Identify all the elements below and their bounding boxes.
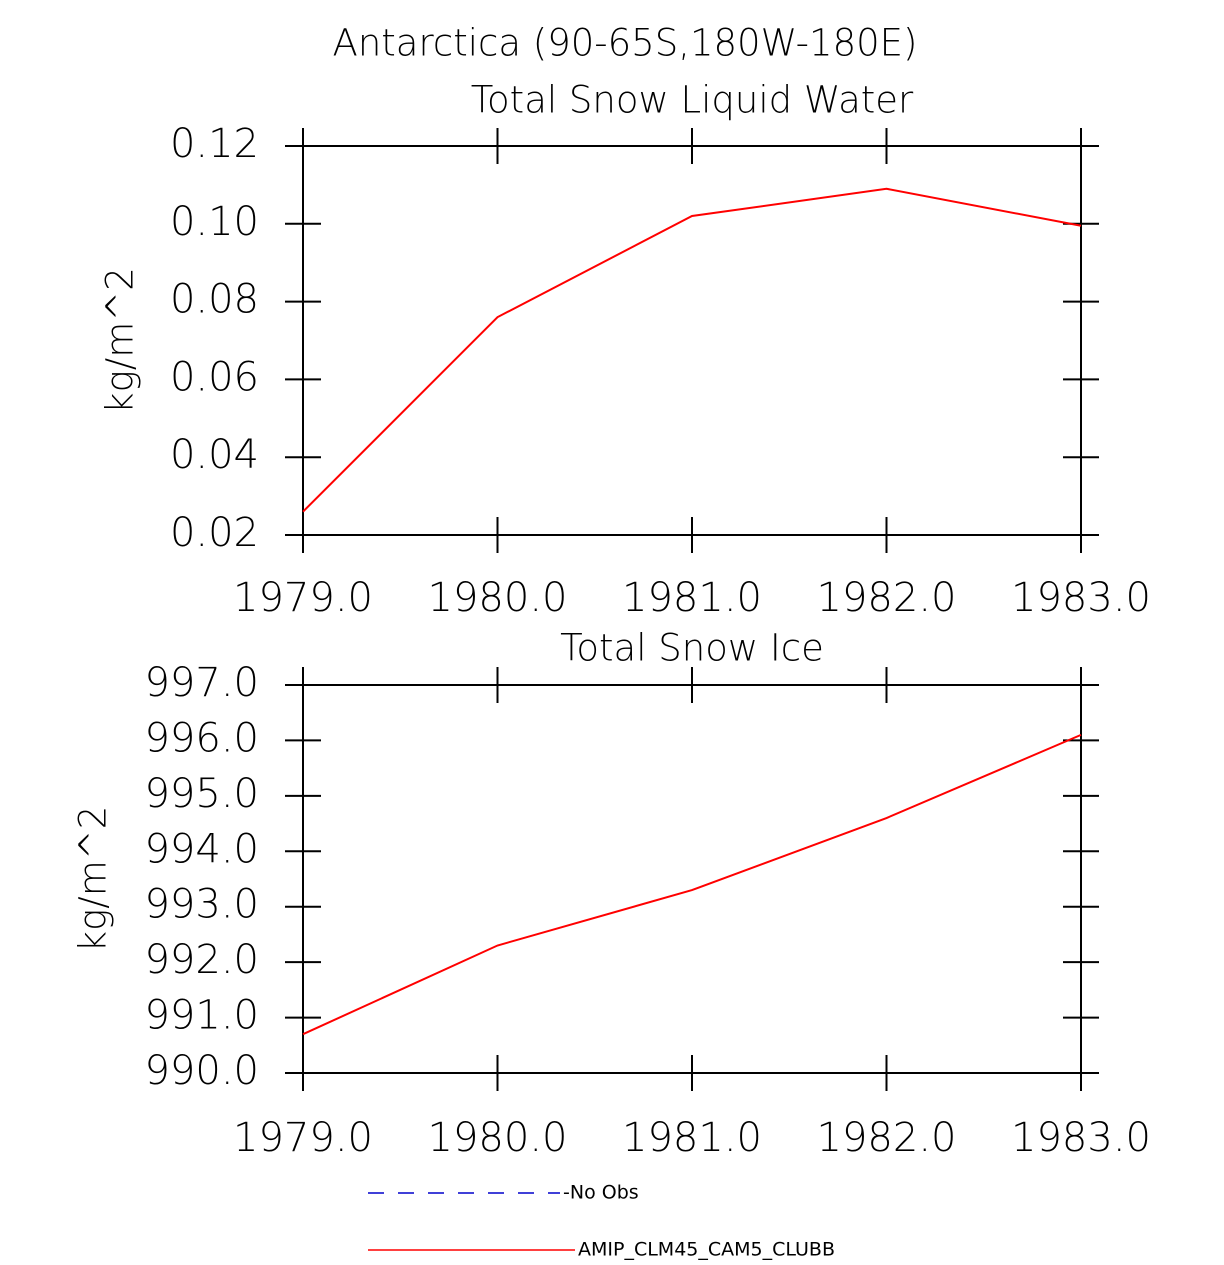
y-tick-label: 995.0 xyxy=(144,771,259,817)
y-axis-label: kg/m^2 xyxy=(99,267,142,414)
y-tick-label: 991.0 xyxy=(144,993,259,1039)
y-axis-label: kg/m^2 xyxy=(72,806,115,953)
x-tick-label: 1980.0 xyxy=(428,575,568,621)
x-tick-label: 1980.0 xyxy=(428,1115,568,1161)
x-tick-label: 1982.0 xyxy=(817,1115,957,1161)
data-line xyxy=(302,187,1082,513)
y-tick-label: 0.04 xyxy=(170,432,259,478)
y-tick-label: 997.0 xyxy=(144,660,259,706)
y-tick-label: 990.0 xyxy=(144,1048,259,1094)
y-tick-label: 0.10 xyxy=(170,199,259,245)
panel-title: Total Snow Ice xyxy=(560,627,824,670)
y-tick-label: 992.0 xyxy=(144,937,259,983)
legend-label: -No Obs xyxy=(563,1182,639,1204)
y-tick-label: 0.02 xyxy=(170,510,259,556)
y-tick-label: 996.0 xyxy=(144,715,259,761)
y-tick-label: 0.12 xyxy=(170,121,259,167)
y-tick-label: 993.0 xyxy=(144,882,259,928)
main-title: Antarctica (90-65S,180W-180E) xyxy=(333,22,918,65)
x-tick-label: 1981.0 xyxy=(622,1115,762,1161)
data-line xyxy=(302,733,1082,1036)
y-tick-label: 994.0 xyxy=(144,826,259,872)
y-tick-label: 0.08 xyxy=(170,277,259,323)
x-tick-label: 1982.0 xyxy=(817,575,957,621)
y-tick-label: 0.06 xyxy=(170,354,259,400)
legend-label: AMIP_CLM45_CAM5_CLUBB xyxy=(578,1239,835,1261)
x-tick-label: 1983.0 xyxy=(1011,1115,1151,1161)
x-tick-label: 1981.0 xyxy=(622,575,762,621)
plot-frame xyxy=(302,684,1082,1074)
x-tick-label: 1979.0 xyxy=(233,1115,373,1161)
x-tick-label: 1983.0 xyxy=(1011,575,1151,621)
x-tick-label: 1979.0 xyxy=(233,575,373,621)
panel-title: Total Snow Liquid Water xyxy=(471,79,914,122)
